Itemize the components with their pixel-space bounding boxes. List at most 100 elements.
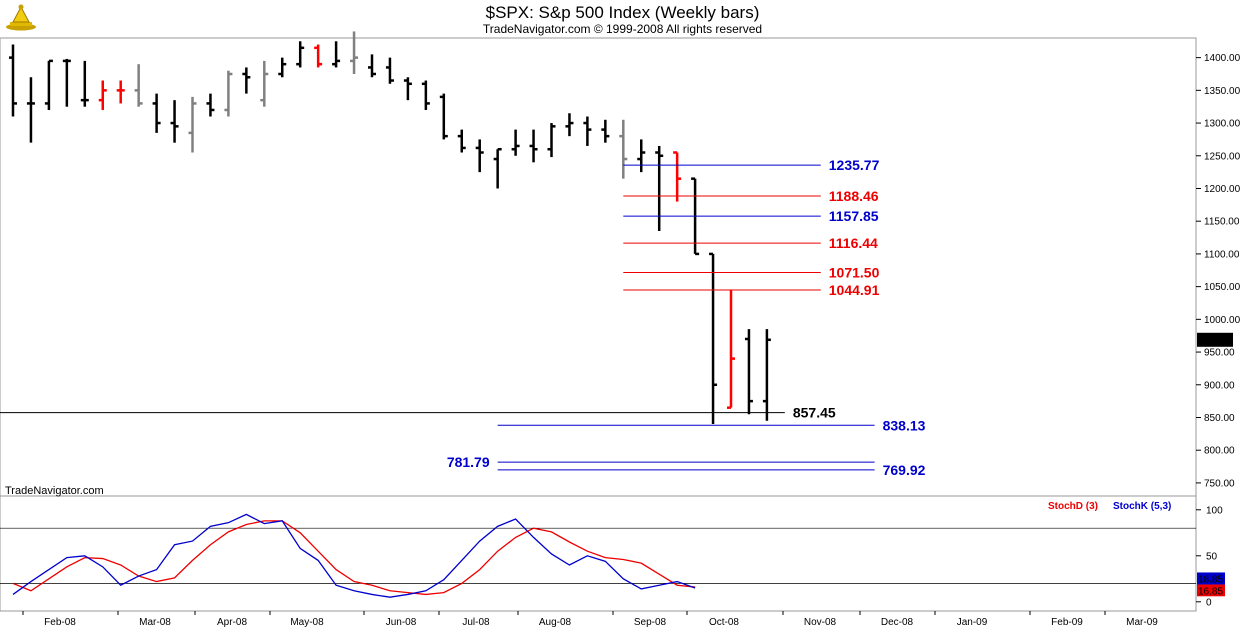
level-label: 769.92 [883,462,926,478]
price-bar [493,147,502,189]
x-tick-label: Sep-08 [634,617,667,628]
price-tick-label: 750.00 [1204,478,1235,489]
price-pane-frame [0,37,1197,497]
stoch-lines [12,513,696,598]
legend-stochk: StochK (5,3) [1113,501,1171,512]
stoch-series-line [12,520,696,596]
x-axis: Feb-08 Mar-08 Apr-08 May-08 Jun-08 Jul-08 Aug-… [22,611,1158,628]
price-bar [421,80,430,110]
price-bar [260,60,269,107]
level-line: 1071.50 [623,265,880,281]
stoch-pane-frame [0,495,1197,612]
x-tick-label: Apr-08 [217,617,247,628]
level-label: 1235.77 [829,157,880,173]
price-bar [278,57,287,78]
x-tick-label: Jun-08 [386,617,417,628]
price-bar [242,67,251,94]
price-tick-label: 1000.00 [1204,315,1241,326]
stoch-last-badge [1197,572,1225,585]
level-label: 781.79 [447,454,490,470]
level-label: 1157.85 [829,208,879,224]
price-bar [547,123,556,158]
x-tick-label: Dec-08 [881,617,914,628]
price-bar [98,80,107,110]
stoch-last-badge [1197,584,1225,597]
price-bar [439,93,448,140]
tradenavigator-logo-icon [6,4,36,31]
level-label: 1116.44 [829,235,878,251]
price-bar [314,44,323,68]
price-tick-label: 1350.00 [1204,86,1241,97]
price-bar [673,151,682,202]
level-line: 1157.85 [623,208,879,224]
price-bar [637,139,646,173]
price-bar [296,41,305,68]
last-price-label: 968.75 [1199,335,1230,346]
stoch-tick-label: 0 [1206,597,1212,608]
price-bar [368,54,376,78]
x-tick-label: Jan-09 [957,617,988,628]
level-line: 781.79 [447,454,875,470]
price-tick-label: 850.00 [1204,413,1235,424]
price-tick-label: 1250.00 [1204,151,1241,162]
x-tick-label: May-08 [290,617,324,628]
price-bar [762,329,771,421]
x-tick-label: Feb-09 [1051,617,1083,628]
chart-subtitle: TradeNavigator.com © 1999-2008 All right… [482,22,763,36]
level-line: 838.13 [497,417,926,433]
price-bar [511,129,520,156]
price-levels: 1235.77 1188.46 1157.85 1116.44 1071.501044.… [0,157,926,478]
price-bars [9,31,771,425]
level-label: 1188.46 [829,188,879,204]
watermark: TradeNavigator.com [5,485,104,497]
level-line: 1116.44 [623,235,878,251]
price-bar [116,80,125,104]
price-bar [332,41,341,68]
last-price-badge [1197,332,1233,347]
x-tick-label: Jul-08 [462,617,490,628]
price-bar [583,116,592,146]
price-bar [62,58,71,107]
x-tick-label: Oct-08 [709,617,739,628]
level-line: 1188.46 [623,188,879,204]
level-label: 1044.91 [829,282,880,298]
price-bar [709,252,718,425]
price-bar [529,129,538,163]
price-bar [727,289,735,409]
price-bar [619,119,628,179]
x-tick-label: Nov-08 [804,617,837,628]
level-line: 857.45 [0,405,836,421]
price-bar [744,329,753,415]
price-bar [170,100,179,143]
price-pane: 1235.77 1188.46 1157.85 1116.44 1071.501044.… [0,31,1241,497]
price-tick-label: 900.00 [1204,380,1235,391]
price-bar [44,59,53,110]
x-tick-label: Aug-08 [539,617,572,628]
price-bar [206,93,215,117]
x-tick-label: Feb-08 [44,617,76,628]
price-bar [134,64,143,107]
price-bar [475,139,484,173]
price-axis: 750.00 800.00 850.00 900.00 950.00 1000.00 105… [1196,53,1241,489]
price-bar [565,113,574,137]
price-tick-label: 1100.00 [1204,249,1240,260]
level-label: 838.13 [883,417,926,433]
stoch-reference-lines [0,527,1196,584]
price-bar [601,119,610,143]
stoch-last-label: 16.85 [1198,586,1223,597]
price-bar [350,31,359,74]
price-bar [26,77,35,143]
x-tick-label: Mar-08 [139,617,171,628]
price-bar [655,145,664,232]
stoch-series-line [12,513,696,598]
chart-title: $SPX: S&p 500 Index (Weekly bars) [485,3,760,22]
price-bar [80,60,89,107]
legend-stochd: StochD (3) [1048,501,1098,512]
price-tick-label: 1050.00 [1204,282,1241,293]
price-bar [385,57,394,84]
level-label: 857.45 [793,405,836,421]
stoch-tick-label: 100 [1206,505,1223,516]
